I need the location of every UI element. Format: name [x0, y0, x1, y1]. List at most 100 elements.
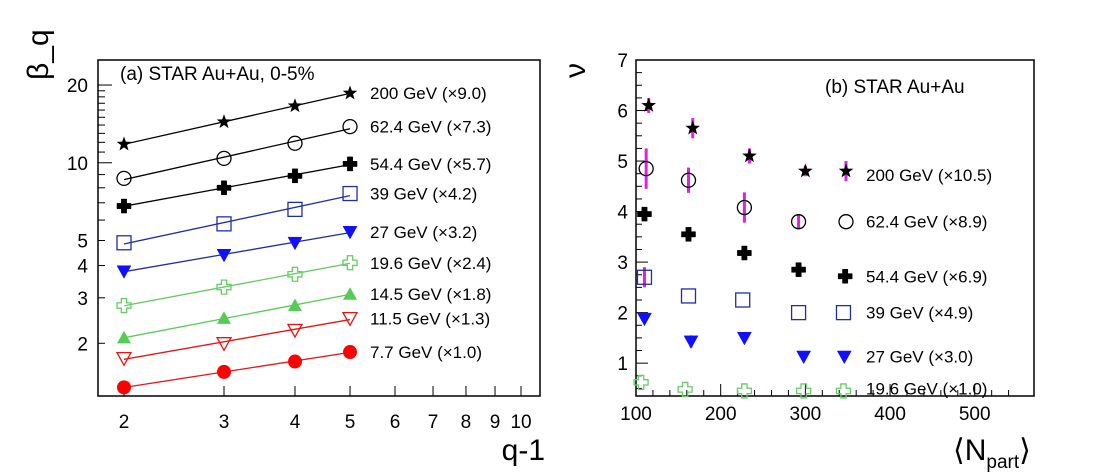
y-tick-label-a-2: 2	[77, 334, 88, 355]
fit-line-200	[123, 92, 351, 145]
marker-a-200-q4	[287, 98, 303, 113]
marker-a-54-4-q3	[216, 180, 232, 196]
marker-b-54-4-n292	[791, 262, 806, 277]
y-tick-label-b-1: 1	[617, 354, 628, 375]
marker-b-27-n110	[637, 312, 652, 327]
y-axis-title-a: β_q	[22, 29, 55, 80]
marker-a-27-q2	[116, 265, 132, 279]
plot-frame-b	[635, 59, 1035, 397]
marker-b-200-n167	[685, 120, 701, 135]
marker-a-54-4-q5	[342, 156, 358, 172]
axis-ticks-b: 100 200 300 400 500 1 2 3 4 5 6 7	[617, 51, 1010, 425]
marker-b-27-n346	[836, 350, 852, 365]
y-axis-title-b: ν	[559, 63, 592, 78]
fit-line-62-4	[123, 128, 351, 181]
data-markers-a	[115, 85, 359, 395]
fit-line-27	[123, 231, 351, 273]
fit-line-14-5	[123, 293, 351, 339]
x-axis-title-b-sub: part	[986, 452, 1019, 473]
plot-frame-a	[97, 59, 541, 397]
marker-b-19-6-n106	[633, 374, 649, 391]
fit-line-54-4	[123, 164, 351, 207]
x-tick-label-a-2: 2	[119, 412, 130, 433]
y-tick-label-b-6: 6	[617, 102, 628, 123]
series-label-a-7-7: 7.7 GeV (×1.0)	[370, 343, 482, 362]
marker-a-27-q3	[216, 249, 232, 263]
series-label-a-200: 200 GeV (×9.0)	[370, 84, 487, 103]
x-axis-title-a: q-1	[502, 434, 545, 467]
series-label-b-200: 200 GeV (×10.5)	[866, 166, 992, 185]
x-tick-label-a-8: 8	[461, 412, 472, 433]
marker-b-39-n292	[790, 304, 807, 321]
marker-a-11-5-q3	[215, 337, 233, 352]
marker-a-54-4-q2	[116, 198, 132, 214]
x-tick-label-b-500: 500	[959, 404, 991, 425]
marker-a-19-6-q4	[287, 266, 303, 282]
marker-a-62-4-q5	[342, 118, 358, 135]
series-label-b-54-4: 54.4 GeV (×6.9)	[866, 267, 987, 286]
fit-lines-a	[123, 92, 351, 389]
y-tick-label-a-20: 20	[67, 76, 88, 97]
marker-a-39-q5	[342, 185, 358, 202]
x-tick-label-a-9: 9	[490, 412, 501, 433]
panel-label-a: (a) STAR Au+Au, 0-5%	[120, 64, 315, 85]
x-axis-title-b-close: ⟩	[1019, 434, 1031, 467]
marker-b-27-n165	[683, 335, 699, 349]
marker-a-14-5-q3	[217, 311, 232, 324]
marker-b-62-4-n112	[638, 160, 654, 177]
series-label-a-62-4: 62.4 GeV (×7.3)	[370, 118, 491, 137]
marker-b-62-4-n162	[680, 172, 697, 188]
marker-a-200-q5	[342, 85, 358, 100]
panel-label-b: (b) STAR Au+Au	[825, 77, 965, 98]
marker-b-62-4-n348	[838, 214, 854, 230]
marker-a-11-5-q4	[286, 323, 304, 339]
marker-a-19-6-q5	[342, 255, 358, 271]
x-tick-label-b-400: 400	[874, 404, 906, 425]
series-label-b-62-4: 62.4 GeV (×8.9)	[866, 213, 987, 232]
marker-a-11-5-q5	[341, 312, 359, 327]
x-tick-label-a-5: 5	[345, 412, 356, 433]
series-label-a-11-5: 11.5 GeV (×1.3)	[370, 309, 490, 328]
marker-b-200-n234	[742, 148, 757, 163]
y-tick-label-b-3: 3	[617, 253, 628, 274]
series-label-a-54-4: 54.4 GeV (×5.7)	[370, 155, 491, 174]
series-label-b-27: 27 GeV (×3.0)	[866, 348, 973, 367]
marker-a-200-q3	[216, 114, 232, 129]
x-tick-label-a-7: 7	[428, 412, 439, 433]
x-tick-label-b-200: 200	[705, 404, 737, 425]
marker-a-7-7-q5	[343, 345, 358, 360]
marker-b-39-n110	[636, 269, 653, 285]
series-labels-b: 200 GeV (×10.5) 62.4 GeV (×8.9) 54.4 GeV (…	[866, 166, 992, 398]
x-tick-label-a-4: 4	[290, 412, 301, 433]
series-label-a-27: 27 GeV (×3.2)	[370, 223, 477, 242]
data-markers-b	[633, 97, 854, 399]
panel-a-beta-q-plot: 2 3 4 5 6 7 8 9 10 2 3 4 5 10 20 200 GeV (×9.0) 62.4 Ge…	[22, 29, 545, 467]
x-tick-label-a-3: 3	[219, 412, 230, 433]
marker-a-39-q4	[287, 201, 303, 218]
panel-b-nu-plot: 100 200 300 400 500 1 2 3 4 5 6 7 200 GeV (×10.5) 62…	[559, 51, 1035, 473]
x-tick-label-a-6: 6	[390, 412, 401, 433]
marker-a-62-4-q2	[116, 170, 132, 187]
fit-line-19-6	[123, 262, 351, 307]
series-label-a-19-6: 19.6 GeV (×2.4)	[370, 254, 491, 273]
marker-b-200-n348	[838, 163, 854, 178]
marker-b-54-4-n228	[737, 245, 752, 261]
series-label-b-19-6: 19.6 GeV (×1.0)	[866, 379, 987, 398]
marker-b-54-4-n347	[837, 269, 853, 284]
series-label-a-14-5: 14.5 GeV (×1.8)	[370, 285, 491, 304]
marker-b-39-n345	[835, 304, 852, 321]
y-tick-label-b-7: 7	[617, 51, 628, 72]
marker-b-39-n226	[735, 292, 751, 308]
fit-line-11-5	[123, 318, 351, 360]
marker-a-62-4-q3	[216, 150, 232, 167]
marker-b-27-n228	[736, 332, 752, 346]
marker-b-19-6-n158	[677, 381, 693, 398]
marker-a-11-5-q2	[115, 352, 133, 367]
marker-a-200-q2	[116, 136, 132, 151]
marker-a-39-q2	[116, 235, 132, 251]
marker-a-19-6-q2	[116, 297, 132, 314]
x-tick-label-b-100: 100	[620, 404, 652, 425]
y-tick-label-a-5: 5	[77, 232, 88, 253]
marker-b-19-6-n298	[796, 383, 812, 399]
